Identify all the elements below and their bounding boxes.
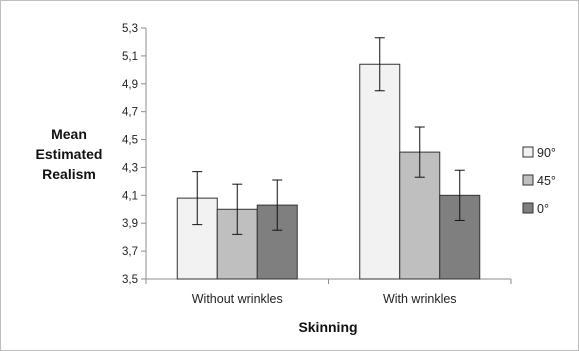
legend-label: 0° bbox=[537, 202, 549, 216]
legend-swatch bbox=[522, 174, 534, 186]
legend-label: 90° bbox=[537, 146, 556, 160]
y-tick-label: 3,9 bbox=[122, 218, 138, 230]
x-axis-label: Skinning bbox=[298, 319, 357, 335]
y-axis-label-line-2: Estimated bbox=[36, 146, 103, 162]
error-bars bbox=[192, 37, 465, 235]
legend-swatch bbox=[522, 146, 534, 158]
y-tick-label: 4,1 bbox=[122, 190, 138, 202]
error-bar-1-2 bbox=[454, 169, 465, 221]
category-label: Without wrinkles bbox=[192, 292, 283, 306]
error-bar-1-1 bbox=[414, 126, 425, 178]
error-bar-0-2 bbox=[272, 179, 283, 231]
y-tick-label: 5,3 bbox=[122, 23, 138, 35]
bars bbox=[176, 63, 481, 280]
y-axis-label-line-3: Realism bbox=[42, 166, 96, 182]
y-tick-label: 3,7 bbox=[122, 246, 138, 258]
y-tick-label: 4,9 bbox=[122, 79, 138, 91]
y-tick-label: 4,3 bbox=[122, 162, 138, 174]
error-bar-0-1 bbox=[232, 183, 243, 235]
legend: 90° 45° 0° bbox=[522, 146, 556, 216]
legend-swatch bbox=[522, 202, 534, 214]
y-ticks: 3,5 3,7 3,9 4,1 4,3 4,5 4,7 4,9 5,1 5,3 bbox=[122, 23, 146, 286]
category-label: With wrinkles bbox=[383, 292, 457, 306]
y-axis-label: Mean Estimated Realism bbox=[36, 126, 103, 182]
error-bar-0-0 bbox=[192, 171, 203, 226]
y-tick-label: 3,5 bbox=[122, 274, 138, 286]
legend-label: 45° bbox=[537, 174, 556, 188]
bar-1-0 bbox=[359, 63, 401, 280]
y-tick-label: 4,7 bbox=[122, 107, 138, 119]
category-labels: Without wrinkles With wrinkles bbox=[145, 279, 512, 306]
y-axis-label-line-1: Mean bbox=[51, 126, 87, 142]
y-tick-label: 4,5 bbox=[122, 135, 138, 147]
y-tick-label: 5,1 bbox=[122, 51, 138, 63]
error-bar-1-0 bbox=[374, 37, 385, 92]
